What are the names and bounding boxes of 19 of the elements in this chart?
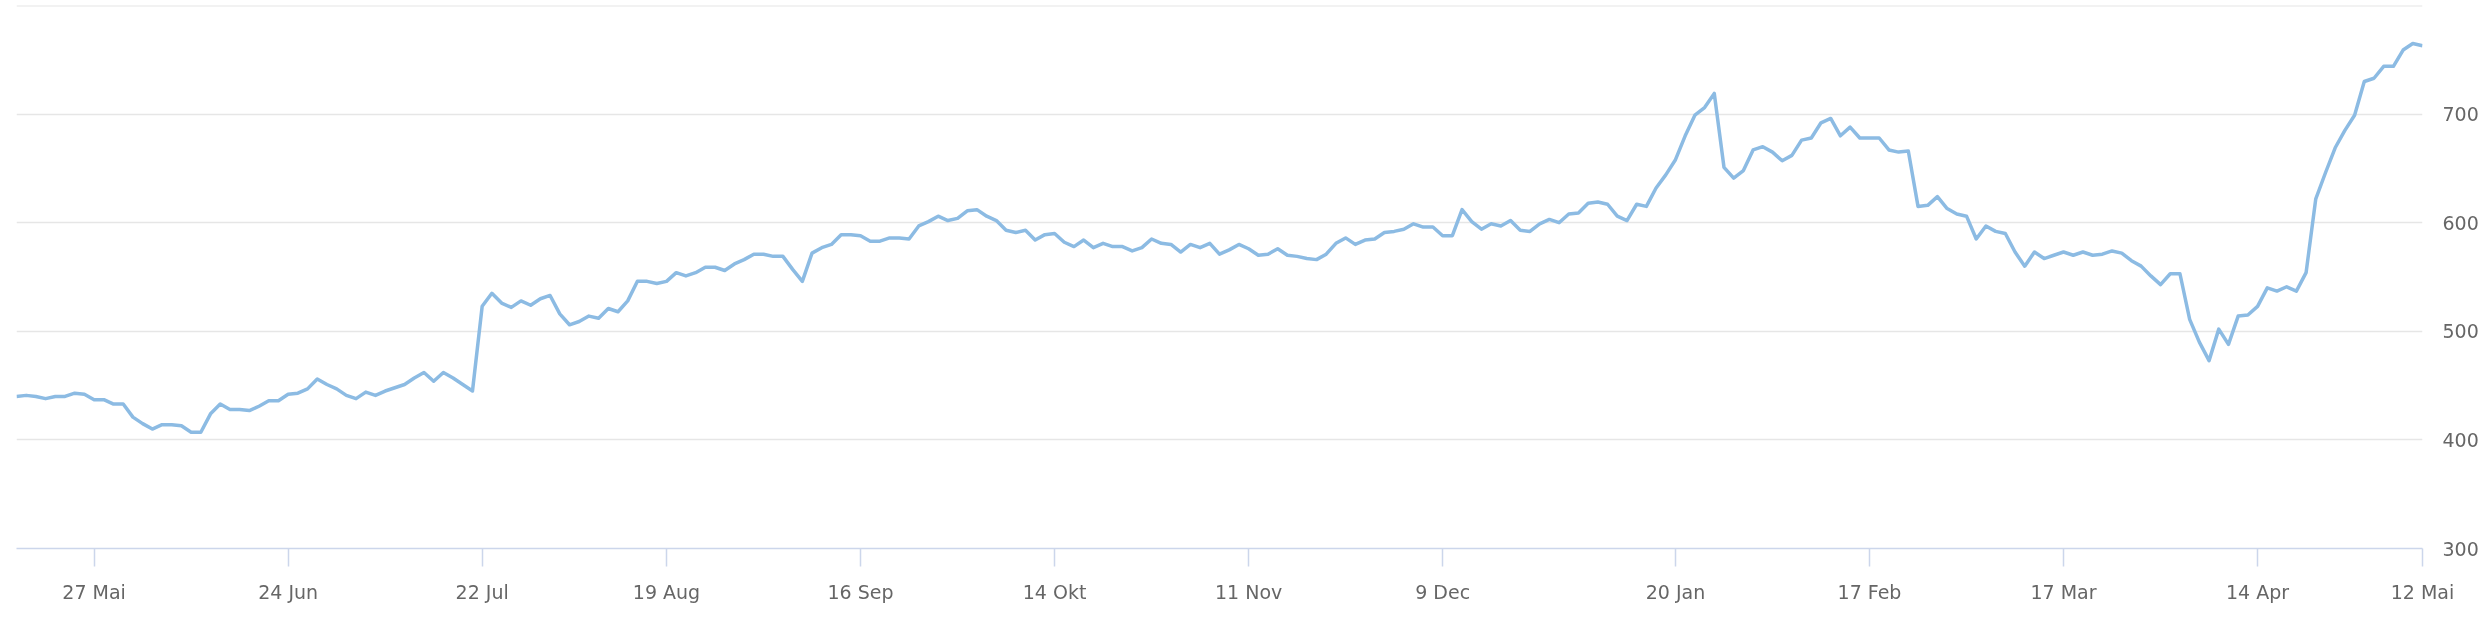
x-tick-label: 17 Mar [2030,580,2097,603]
x-tick-label: 9 Dec [1415,580,1471,603]
x-tick-label: 14 Apr [2226,580,2290,603]
y-tick-label: 400 [2442,428,2479,451]
x-tick-label: 11 Nov [1214,580,1283,603]
y-tick-label: 500 [2442,320,2479,343]
x-tick-label: 17 Feb [1837,580,1902,603]
x-tick-label: 19 Aug [632,580,701,603]
x-tick-label: 14 Okt [1022,580,1087,603]
y-tick-label: 600 [2442,211,2479,234]
x-tick-label: 12 Mai [2390,580,2455,603]
line-series [16,41,2423,435]
x-tick-label: 16 Sep [827,580,894,603]
y-tick-label: 300 [2442,537,2479,560]
x-tick-label: 24 Jun [258,580,319,603]
y-tick-label: 700 [2442,103,2479,126]
x-tick-label: 22 Jul [455,580,509,603]
x-tick-label: 27 Mai [62,580,126,603]
x-tick-label: 20 Jan [1645,580,1706,603]
